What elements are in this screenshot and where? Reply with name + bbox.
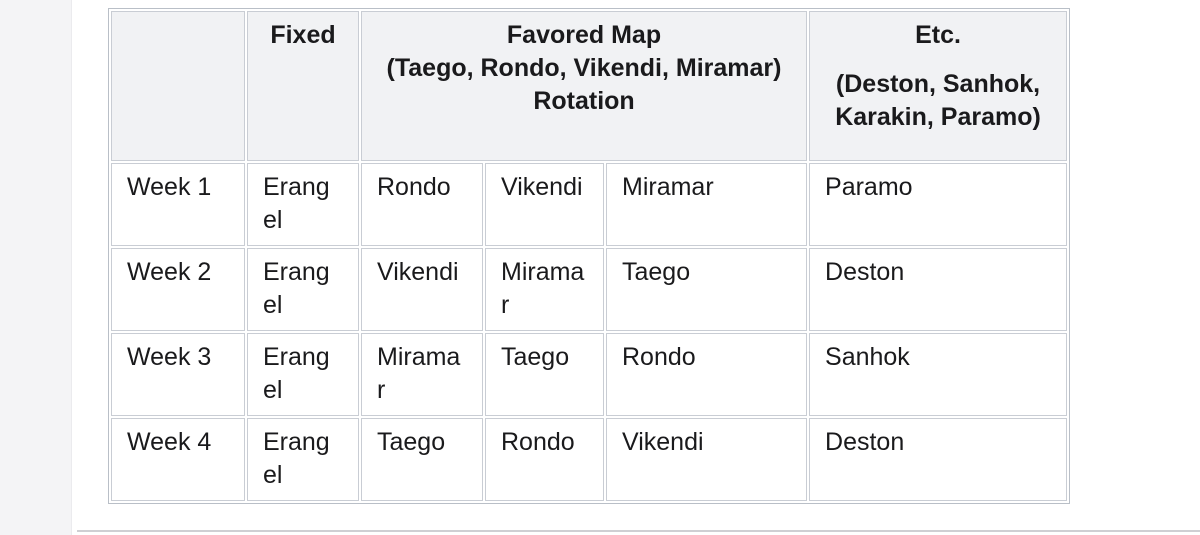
favored-map-cell: Taego [485,333,604,416]
etc-map-cell: Deston [809,248,1068,331]
bottom-divider [77,530,1200,532]
favored-map-cell: Miramar [485,248,604,331]
fixed-map-cell: Erangel [247,418,359,501]
table-row-week-4: Week 4 Erangel Taego Rondo Vikendi Desto… [111,418,1068,501]
header-corner-cell [111,11,245,161]
fixed-map-cell: Erangel [247,333,359,416]
favored-map-cell: Vikendi [361,248,483,331]
table-row-week-3: Week 3 Erangel Miramar Taego Rondo Sanho… [111,333,1068,416]
header-row: Fixed Favored Map (Taego, Rondo, Vikendi… [111,11,1068,161]
etc-map-list: (Deston, Sanhok, Karakin, Paramo) [835,70,1041,131]
etc-map-cell: Paramo [809,163,1068,246]
favored-map-cell: Miramar [606,163,808,246]
fixed-map-cell: Erangel [247,248,359,331]
week-cell: Week 1 [111,163,245,246]
etc-map-cell: Deston [809,418,1068,501]
favored-map-cell: Vikendi [606,418,808,501]
map-rotation-table: Fixed Favored Map (Taego, Rondo, Vikendi… [108,8,1071,504]
favored-map-cell: Rondo [606,333,808,416]
favored-map-cell: Rondo [485,418,604,501]
fixed-map-cell: Erangel [247,163,359,246]
week-cell: Week 3 [111,333,245,416]
header-etc: Etc. (Deston, Sanhok, Karakin, Paramo) [809,11,1068,161]
favored-map-cell: Taego [361,418,483,501]
table-row-week-1: Week 1 Erangel Rondo Vikendi Miramar Par… [111,163,1068,246]
favored-map-cell: Taego [606,248,808,331]
favored-map-rotation-label: Rotation [533,87,635,115]
left-gutter-strip [0,0,72,535]
favored-map-list: (Taego, Rondo, Vikendi, Miramar) [386,54,782,82]
favored-map-title: Favored Map [506,21,662,49]
header-fixed: Fixed [247,11,359,161]
table-row-week-2: Week 2 Erangel Vikendi Miramar Taego Des… [111,248,1068,331]
favored-map-cell: Rondo [361,163,483,246]
week-cell: Week 4 [111,418,245,501]
favored-map-cell: Vikendi [485,163,604,246]
etc-title: Etc. [915,21,961,49]
header-favored-map: Favored Map (Taego, Rondo, Vikendi, Mira… [361,11,808,161]
favored-map-cell: Miramar [361,333,483,416]
etc-map-cell: Sanhok [809,333,1068,416]
week-cell: Week 2 [111,248,245,331]
